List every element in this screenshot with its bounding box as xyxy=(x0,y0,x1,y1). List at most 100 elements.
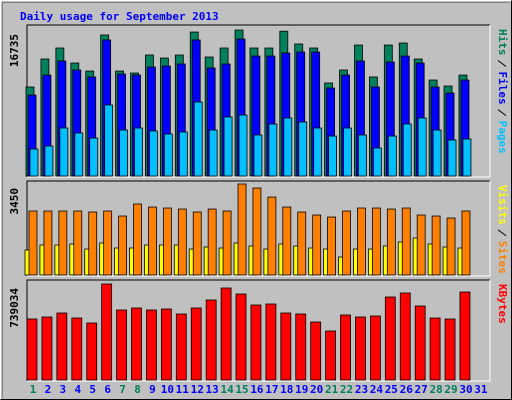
bar xyxy=(372,147,382,177)
panel-border xyxy=(27,25,491,178)
bar xyxy=(417,117,427,177)
bar xyxy=(313,127,323,177)
bar xyxy=(432,129,442,177)
bar xyxy=(325,330,337,381)
x-tick-label: 10 xyxy=(161,383,174,396)
bar xyxy=(73,210,83,276)
x-tick-label: 1 xyxy=(30,383,37,396)
bar xyxy=(444,318,456,381)
bar xyxy=(401,207,411,276)
bar xyxy=(26,318,38,381)
bar xyxy=(192,211,202,276)
bar xyxy=(190,307,202,381)
x-tick-label: 26 xyxy=(400,383,414,396)
legend-entry: KBytes xyxy=(496,284,509,324)
bar xyxy=(268,123,278,177)
bar xyxy=(41,316,53,381)
x-tick-label: 12 xyxy=(191,383,204,396)
bar xyxy=(358,134,367,177)
bar xyxy=(297,211,307,276)
x-tick-label: 2 xyxy=(45,383,52,396)
bar xyxy=(74,132,84,177)
x-tick-label: 8 xyxy=(134,383,141,396)
legend-entry: Hits xyxy=(496,29,509,56)
bar xyxy=(118,215,127,276)
bar xyxy=(148,206,157,276)
bar xyxy=(328,135,338,177)
x-tick-label: 22 xyxy=(340,383,353,396)
bar xyxy=(267,196,277,276)
bar xyxy=(56,312,68,381)
bar xyxy=(28,210,38,276)
x-tick-label: 23 xyxy=(355,383,368,396)
y-tick-label: 16735 xyxy=(8,34,21,67)
bar xyxy=(220,287,232,381)
bar xyxy=(340,314,351,381)
bar xyxy=(310,321,322,381)
x-tick-label: 20 xyxy=(310,383,323,396)
x-tick-label: 9 xyxy=(149,383,156,396)
y-tick-label: 3450 xyxy=(8,188,21,215)
x-tick-label: 29 xyxy=(444,383,457,396)
bar xyxy=(71,317,83,381)
bar xyxy=(446,217,456,276)
bar xyxy=(162,207,172,276)
bar xyxy=(146,309,157,381)
bar xyxy=(238,114,248,177)
bar xyxy=(222,210,232,276)
legend-separator xyxy=(497,60,507,67)
bar xyxy=(223,116,233,177)
bar xyxy=(131,307,142,381)
bar xyxy=(175,313,187,381)
bar xyxy=(399,292,411,381)
bar xyxy=(116,309,127,381)
bar xyxy=(283,117,293,177)
bar xyxy=(298,121,308,177)
bar xyxy=(387,135,397,177)
y-tick-label: 739034 xyxy=(8,288,21,328)
x-tick-label: 15 xyxy=(235,383,248,396)
bar xyxy=(282,206,292,276)
x-tick-label: 11 xyxy=(176,383,190,396)
x-tick-label: 4 xyxy=(74,383,81,396)
x-tick-label: 3 xyxy=(60,383,67,396)
bar xyxy=(431,215,441,276)
x-tick-label: 30 xyxy=(459,383,472,396)
x-tick-label: 31 xyxy=(474,383,488,396)
bar xyxy=(88,211,98,276)
bar xyxy=(342,210,351,276)
bar xyxy=(235,293,247,381)
bar xyxy=(327,216,337,276)
x-tick-label: 16 xyxy=(250,383,264,396)
bar xyxy=(44,145,54,177)
x-tick-label: 28 xyxy=(429,383,442,396)
bar xyxy=(250,304,262,381)
x-tick-label: 19 xyxy=(295,383,308,396)
chart-title: Daily usage for September 2013 xyxy=(20,10,219,23)
bar xyxy=(386,208,396,276)
bar xyxy=(462,138,472,177)
bar xyxy=(89,137,99,177)
x-tick-label: 13 xyxy=(206,383,219,396)
x-tick-label: 6 xyxy=(104,383,111,396)
bar xyxy=(369,315,381,381)
legend-entry: Visits xyxy=(496,185,509,225)
bar xyxy=(357,207,366,276)
bar xyxy=(252,187,262,276)
bar xyxy=(86,322,98,381)
bar xyxy=(104,104,114,177)
panel-border xyxy=(26,180,490,276)
bar xyxy=(205,299,217,381)
bar xyxy=(447,139,457,177)
legend-entry: Files xyxy=(496,72,509,105)
bar xyxy=(371,207,381,276)
x-tick-label: 18 xyxy=(280,383,293,396)
bar xyxy=(133,203,142,276)
bar xyxy=(119,129,128,177)
bar xyxy=(355,316,366,381)
bar xyxy=(103,210,113,276)
legend-entry: Pages xyxy=(496,121,509,154)
panel-border xyxy=(27,280,491,382)
